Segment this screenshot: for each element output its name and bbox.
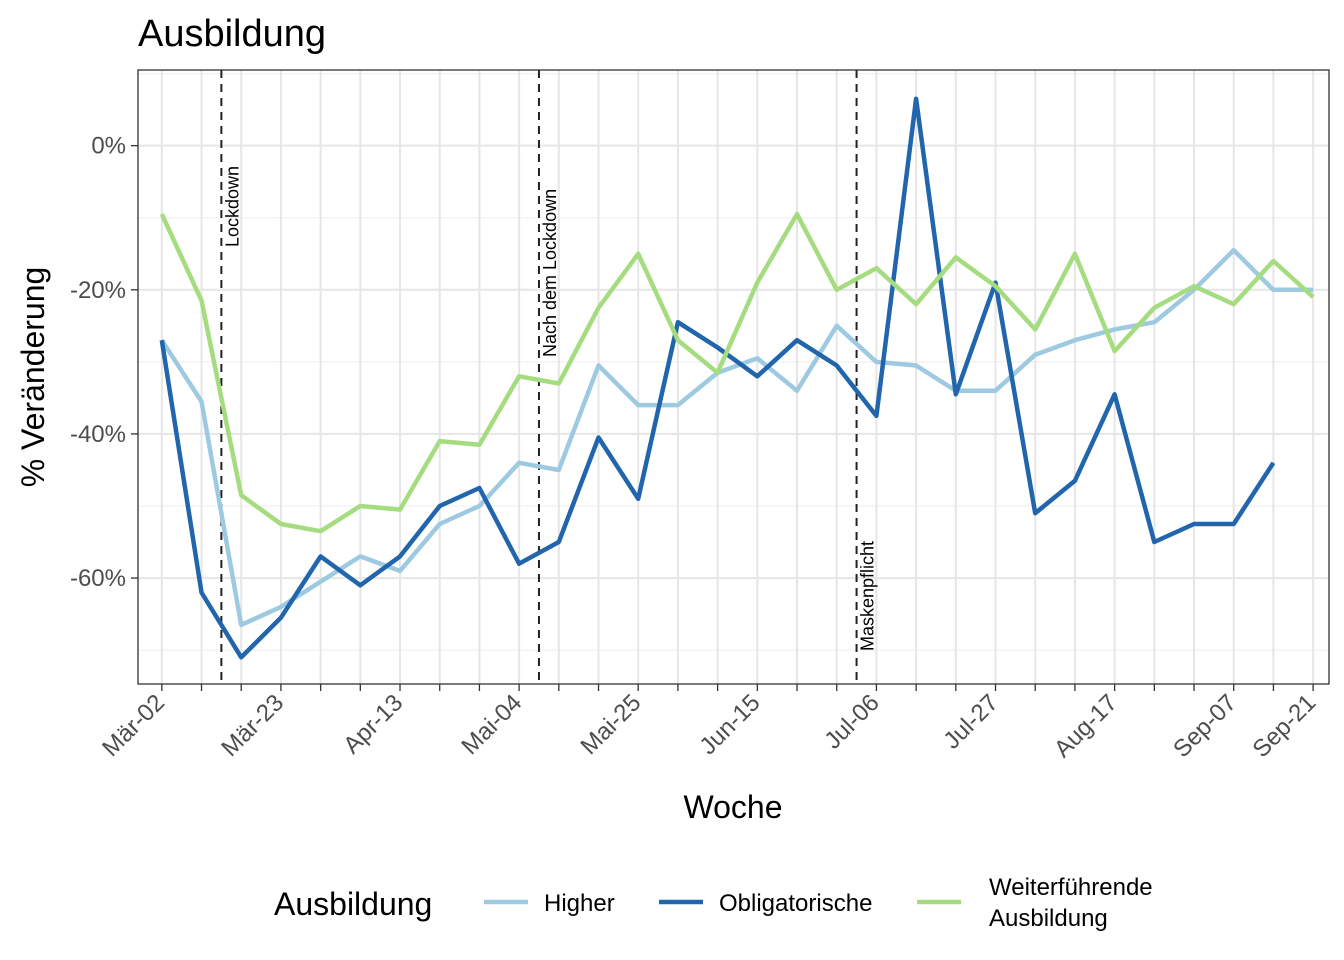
plot-panel-border — [137, 69, 1330, 685]
legend-label: Obligatorische — [719, 890, 872, 917]
x-tick-label: Aug-17 — [1049, 689, 1123, 763]
x-tick-label: Apr-13 — [338, 689, 408, 759]
legend-label: Ausbildung — [989, 905, 1108, 932]
x-tick-label: Mai-04 — [456, 689, 527, 760]
x-tick-label: Mär-23 — [216, 689, 289, 762]
annotation-label: Nach dem Lockdown — [540, 189, 560, 357]
x-tick-label: Jul-06 — [819, 689, 884, 754]
chart-title: Ausbildung — [138, 13, 326, 55]
y-tick-label: -20% — [70, 277, 126, 304]
x-tick-label: Jun-15 — [695, 689, 766, 760]
series-line — [159, 211, 1315, 534]
x-tick-label: Mai-25 — [575, 689, 646, 760]
x-tick-label: Jul-27 — [938, 689, 1003, 754]
y-tick-label: -40% — [70, 421, 126, 448]
x-axis: Mär-02 Mär-23 Apr-13 Mai-04 Mai-25 Jun-15 Jul-… — [97, 684, 1321, 763]
x-tick-label: Sep-21 — [1248, 689, 1322, 763]
series-line — [159, 96, 1276, 660]
annotation-label: Maskenpflicht — [858, 541, 878, 651]
y-tick-label: -60% — [70, 565, 126, 592]
x-axis-label: Woche — [683, 789, 782, 825]
x-tick-label: Mär-02 — [97, 689, 170, 762]
annotation-label: Lockdown — [222, 166, 242, 247]
x-tick-label: Sep-07 — [1168, 689, 1242, 763]
plot-background — [138, 70, 1329, 684]
series-line — [159, 247, 1314, 628]
legend-label: Higher — [544, 890, 615, 917]
y-axis: 0% -20% -40% -60% — [70, 133, 138, 592]
y-axis-label: % Veränderung — [15, 267, 51, 488]
legend-label: Weiterführende — [989, 874, 1153, 901]
legend: Ausbildung Higher Obligatorische Weiterfüh… — [274, 874, 1153, 932]
annotation-lines: Lockdown Nach dem Lockdown Maskenpflicht — [220, 70, 878, 684]
series-lines — [159, 96, 1315, 660]
grid-lines — [138, 70, 1329, 684]
legend-title: Ausbildung — [274, 886, 432, 922]
y-tick-label: 0% — [91, 133, 126, 160]
